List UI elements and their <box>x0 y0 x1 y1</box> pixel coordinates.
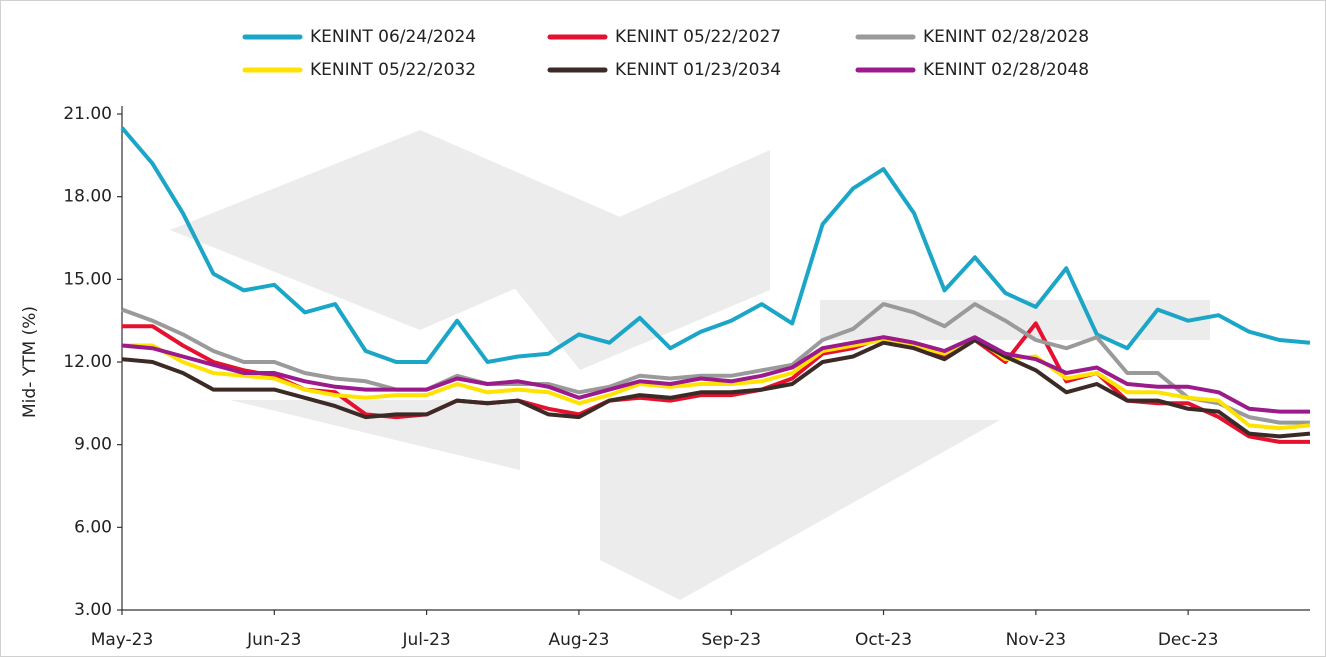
watermark-shape <box>600 420 1000 600</box>
legend-label: KENINT 05/22/2032 <box>310 60 476 80</box>
series-line <box>121 335 1310 414</box>
x-tick-label: Dec-23 <box>1158 630 1219 650</box>
legend-label: KENINT 02/28/2048 <box>923 60 1089 80</box>
y-tick-label: 12.00 <box>63 352 112 372</box>
watermark-shape <box>230 400 520 470</box>
series-line <box>121 302 1310 425</box>
y-tick-label: 9.00 <box>74 435 112 455</box>
x-tick-label: Aug-23 <box>548 630 609 650</box>
x-tick-label: Jul-23 <box>401 630 450 650</box>
legend-label: KENINT 01/23/2034 <box>615 60 781 80</box>
y-tick-label: 6.00 <box>74 517 112 537</box>
x-tick-label: Jun-23 <box>246 630 301 650</box>
watermark-shape <box>820 300 1210 340</box>
y-axis-label: Mid- YTM (%) <box>20 306 40 418</box>
legend-label: KENINT 02/28/2028 <box>923 27 1089 47</box>
x-tick-label: Sep-23 <box>701 630 761 650</box>
watermark-shape <box>500 150 770 370</box>
series-line <box>122 335 1311 431</box>
x-tick-label: Oct-23 <box>855 630 912 650</box>
watermark <box>170 130 1210 600</box>
x-tick-label: May-23 <box>91 630 154 650</box>
y-tick-label: 3.00 <box>74 600 112 620</box>
series-line <box>120 126 1311 364</box>
legend-label: KENINT 05/22/2027 <box>615 27 781 47</box>
x-tick-label: Nov-23 <box>1006 630 1067 650</box>
y-tick-label: 15.00 <box>63 269 112 289</box>
y-tick-label: 21.00 <box>63 104 112 124</box>
y-tick-label: 18.00 <box>63 187 112 207</box>
legend-label: KENINT 06/24/2024 <box>310 27 476 47</box>
series-line <box>121 338 1311 439</box>
